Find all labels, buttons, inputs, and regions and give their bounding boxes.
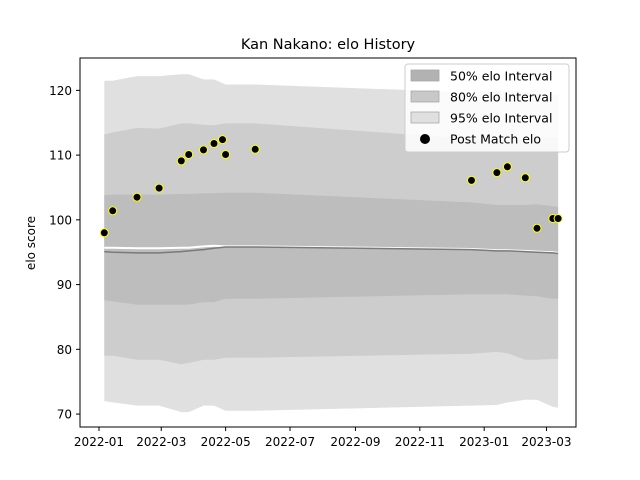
y-axis: 70 80 90 100 110 120 — [49, 84, 80, 422]
data-point — [250, 144, 260, 154]
x-tick-label: 2022-01 — [74, 435, 124, 449]
data-point — [99, 228, 109, 238]
x-tick-label: 2023-03 — [521, 435, 571, 449]
data-point — [553, 214, 563, 223]
data-point — [154, 183, 164, 193]
data-point — [209, 139, 219, 148]
data-point — [176, 156, 186, 166]
legend-swatch — [410, 111, 440, 124]
legend-marker — [420, 134, 430, 144]
data-point — [199, 145, 208, 155]
legend-label: 50% elo Interval — [450, 69, 552, 84]
legend-box — [404, 63, 570, 153]
data-point — [184, 150, 194, 159]
x-tick-label: 2022-11 — [395, 435, 445, 449]
median-elo-line — [104, 246, 559, 255]
legend-swatch — [410, 90, 440, 103]
legend-swatch — [410, 69, 440, 82]
x-tick-label: 2022-09 — [330, 435, 380, 449]
axes-frame — [79, 57, 577, 428]
legend-label: Post Match elo — [450, 132, 541, 147]
x-tick-label: 2022-03 — [136, 435, 186, 449]
x-axis: 2022-01 2022-03 2022-05 2022-07 2022-09 2022-… — [74, 427, 572, 449]
data-point — [502, 162, 512, 172]
data-point — [520, 173, 530, 183]
x-tick-label: 2022-07 — [265, 435, 315, 449]
legend: 50% elo Interval 80% elo Interval 95% elo … — [404, 63, 570, 153]
y-tick-label: 80 — [57, 343, 72, 357]
data-point — [221, 150, 231, 159]
y-tick-label: 110 — [49, 149, 72, 163]
x-tick-label: 2023-01 — [459, 435, 509, 449]
legend-label: 80% elo Interval — [450, 90, 552, 105]
y-tick-label: 120 — [49, 84, 72, 98]
plot-area — [79, 57, 577, 428]
chart-title: Kan Nakano: elo History — [241, 37, 416, 53]
data-point — [467, 175, 476, 185]
data-point — [492, 168, 502, 178]
x-tick-label: 2022-05 — [201, 435, 251, 449]
y-tick-label: 90 — [57, 278, 72, 292]
data-point — [218, 135, 227, 145]
y-tick-label: 100 — [49, 213, 72, 227]
y-axis-label: elo score — [24, 216, 38, 270]
legend-label: 95% elo Interval — [450, 111, 552, 126]
data-point — [108, 206, 118, 216]
data-point — [132, 192, 142, 202]
data-point — [532, 223, 542, 233]
y-tick-label: 70 — [57, 408, 72, 422]
